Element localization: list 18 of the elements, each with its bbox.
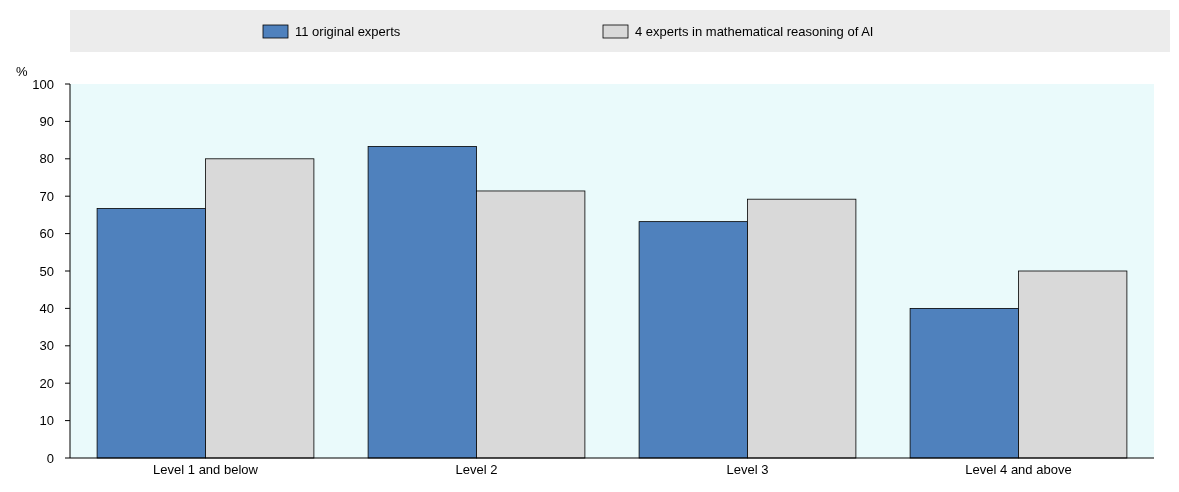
x-tick-label: Level 4 and above [965, 462, 1072, 477]
y-tick-label: 0 [46, 450, 54, 466]
y-tick-label: 80 [39, 151, 54, 167]
y-tick-label: 30 [39, 338, 54, 354]
y-tick-label: 90 [39, 113, 54, 129]
x-tick-label: Level 1 and below [153, 462, 259, 477]
legend-label: 4 experts in mathematical reasoning of AI [635, 24, 874, 39]
legend-label: 11 original experts [295, 24, 401, 39]
y-tick-label: 40 [39, 300, 54, 316]
y-tick-label: 100 [32, 76, 54, 92]
y-tick-label: 20 [39, 375, 54, 391]
x-tick-label: Level 3 [726, 462, 769, 477]
y-tick-label: 70 [39, 188, 54, 204]
y-axis-title: % [16, 64, 28, 79]
y-tick-label: 10 [39, 413, 54, 429]
y-tick-label: 50 [39, 263, 54, 279]
y-tick-label: 60 [39, 226, 54, 242]
x-tick-label: Level 2 [455, 462, 498, 477]
